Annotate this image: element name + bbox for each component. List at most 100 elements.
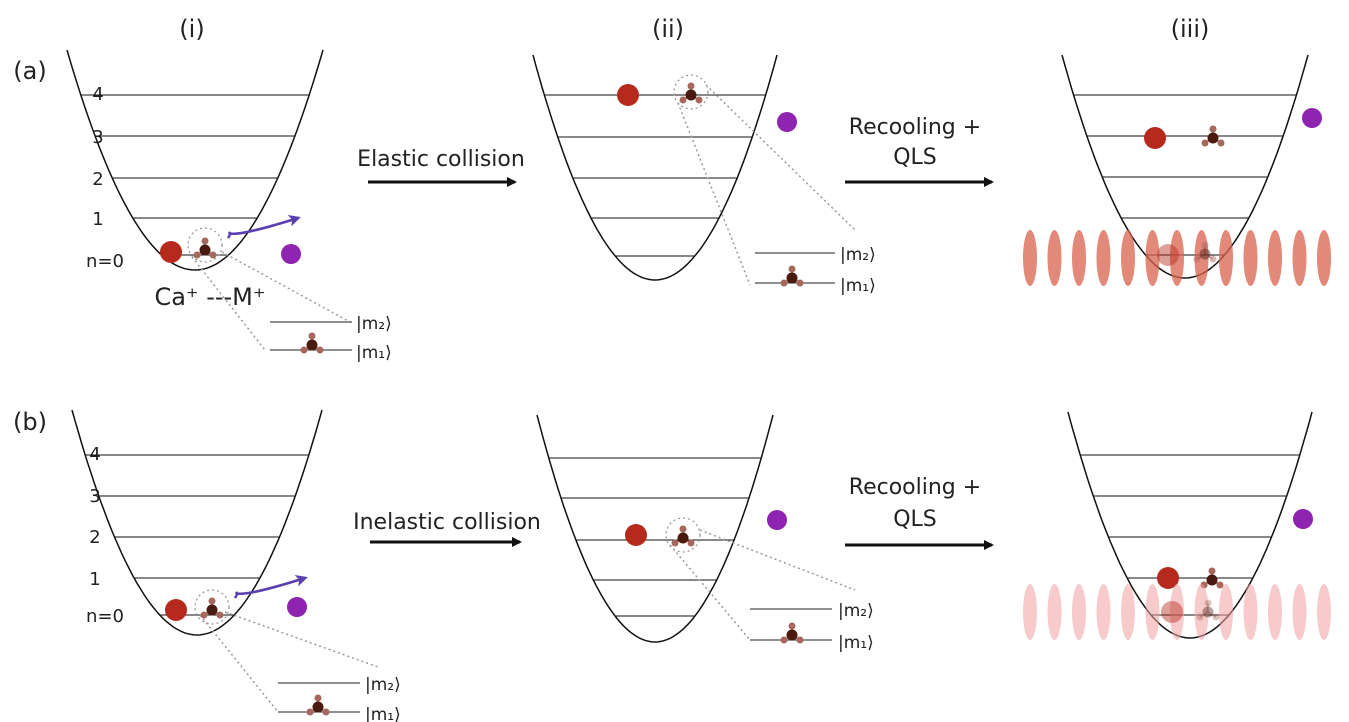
label: 4 [89,444,100,465]
figure: (i)(ii)(iii)(a)(b)4321n=0Ca⁺ ---M⁺|m₂⟩|m… [0,0,1349,722]
lattice-site [1097,230,1111,286]
label: (a) [13,57,46,85]
atom [789,266,796,273]
atom [1209,568,1216,575]
molecule [207,605,218,616]
atom [797,637,804,644]
atom [1205,600,1212,607]
ca-ion [1161,601,1183,623]
label: 3 [89,486,100,507]
incoming-ion [1293,509,1313,529]
atom [315,695,322,702]
molecule [200,245,211,256]
atom [210,252,217,259]
molecule [1203,607,1214,618]
ca-ion [617,84,639,106]
lattice-site [1317,230,1331,286]
lattice-site [1219,230,1233,286]
atom [301,347,308,354]
label: n=0 [86,251,124,272]
lattice-site [1146,584,1160,640]
zoom-line [700,530,855,590]
atom [1202,140,1209,147]
lattice-site [1048,230,1062,286]
atom [217,612,224,619]
lattice-site [1244,584,1258,640]
label: 1 [89,569,100,590]
atom [672,540,679,547]
label: 2 [92,169,103,190]
label: Ca⁺ ---M⁺ [154,283,265,311]
ca-ion [160,241,182,263]
atom [781,637,788,644]
atom [323,709,330,716]
atom [1202,242,1209,249]
zoom-line [706,85,855,230]
label: 4 [92,84,103,105]
lattice-site [1317,584,1331,640]
lattice-site [1268,584,1282,640]
atom [201,612,208,619]
lattice-site [1048,584,1062,640]
ca-ion [625,524,647,546]
label: |m₁⟩ [356,343,392,363]
ca-ion [1144,127,1166,149]
atom [696,97,703,104]
atom [317,347,324,354]
zoom-line [678,103,750,285]
label: (i) [179,15,204,43]
lattice-site [1023,230,1037,286]
atom [1210,256,1217,263]
molecule [313,702,324,713]
atom [1194,256,1201,263]
label: |m₂⟩ [838,601,874,621]
label: |m₂⟩ [356,314,392,334]
lattice-site [1293,584,1307,640]
label: |m₁⟩ [838,633,874,653]
atom [309,333,316,340]
lattice-site [1121,584,1135,640]
label: Inelastic collision [353,510,541,535]
lattice-site [1072,230,1086,286]
lattice-site [1293,230,1307,286]
molecule [1207,575,1218,586]
atom [1210,126,1217,133]
label: (iii) [1171,15,1210,43]
ca-ion [1157,244,1179,266]
incoming-ion [767,510,787,530]
label: |m₂⟩ [365,675,401,695]
zoom-line [225,612,378,667]
molecule [678,533,689,544]
lattice-site [1268,230,1282,286]
lattice-site [1146,230,1160,286]
atom [680,97,687,104]
potential-well [67,50,323,270]
atom [797,280,804,287]
kick-arrow [235,578,305,598]
atom [1213,614,1220,621]
label: |m₁⟩ [365,705,401,722]
molecule [686,90,697,101]
label: Recooling + [849,115,981,140]
atom [680,526,687,533]
atom [1197,614,1204,621]
molecule [307,340,318,351]
incoming-ion [287,597,307,617]
molecule [1200,249,1211,260]
label: Elastic collision [357,147,525,172]
atom [307,709,314,716]
incoming-ion [281,244,301,264]
incoming-ion [777,112,797,132]
label: |m₂⟩ [840,245,876,265]
lattice-site [1097,584,1111,640]
lattice-site [1219,584,1233,640]
label: n=0 [86,606,124,627]
atom [1218,140,1225,147]
atom [688,540,695,547]
label: (b) [13,408,47,436]
atom [789,623,796,630]
lattice-site [1244,230,1258,286]
atom [1217,582,1224,589]
label: QLS [893,507,937,532]
incoming-ion [1302,108,1322,128]
